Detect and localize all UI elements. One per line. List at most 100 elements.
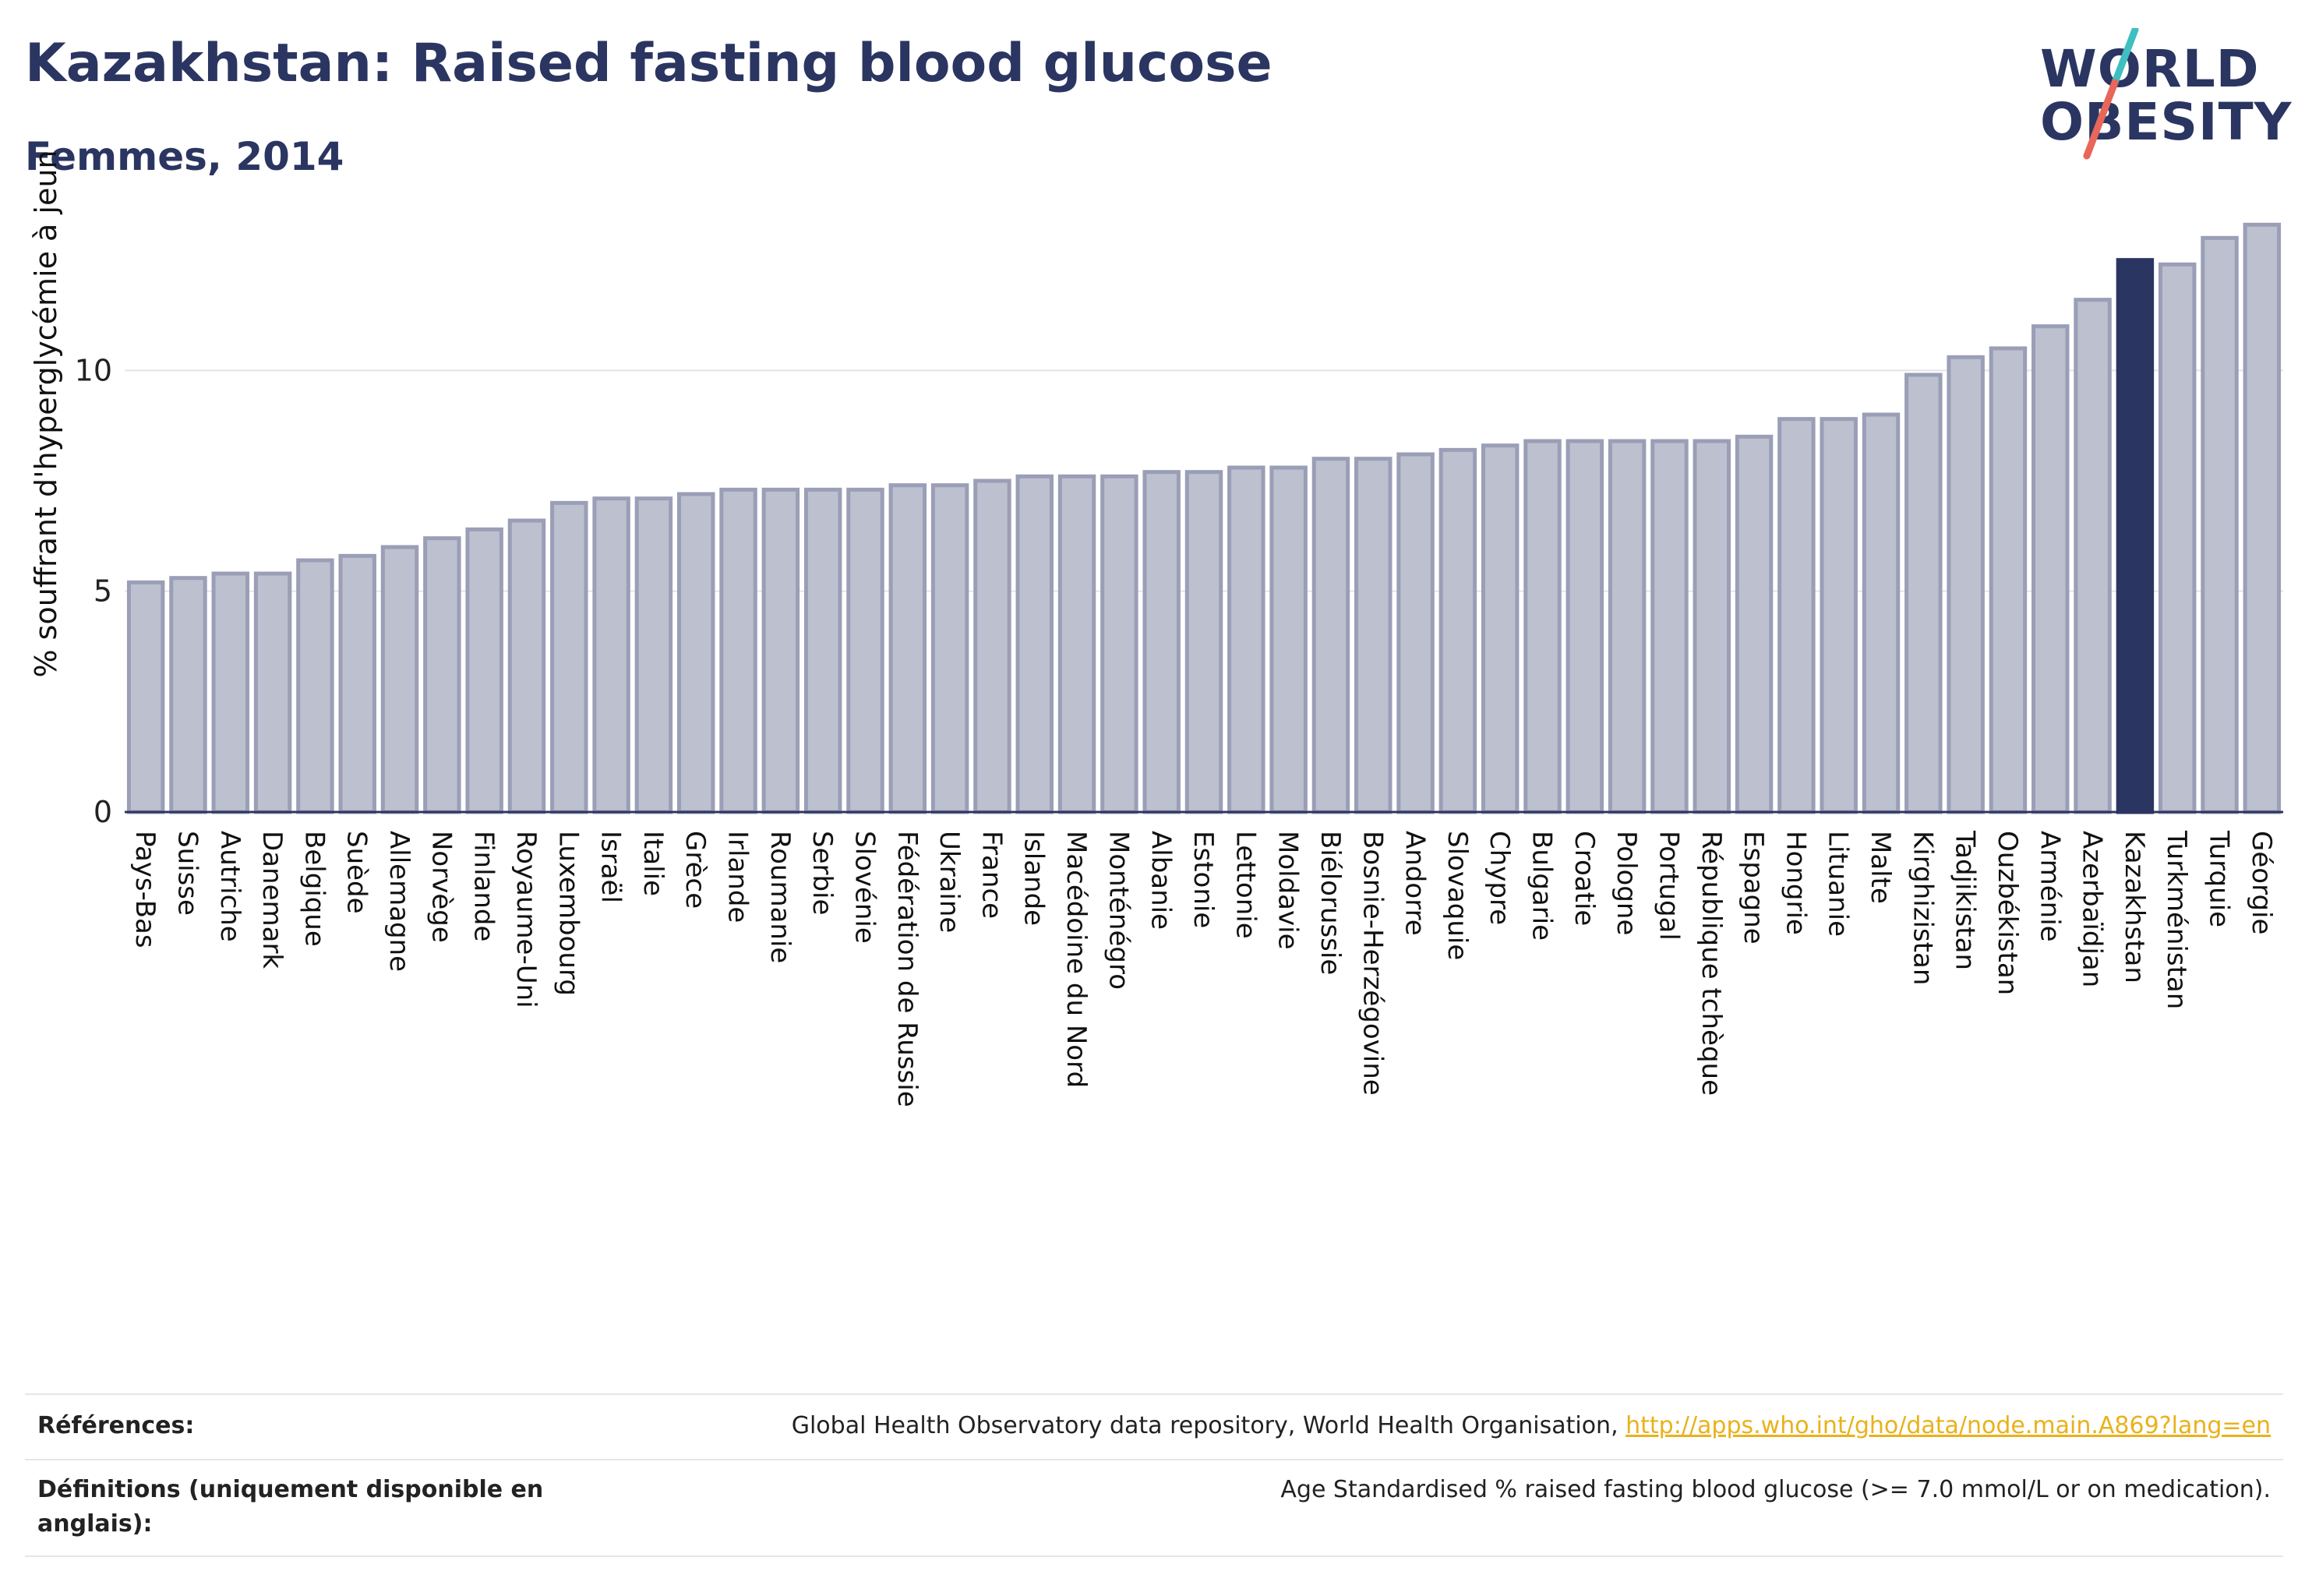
- x-tick-label: Hongrie: [1780, 831, 1811, 935]
- references-text: Global Health Observatory data repositor…: [791, 1412, 1626, 1439]
- bar-kazakhstan: [2116, 258, 2155, 814]
- x-tick-label: Fédération de Russie: [891, 831, 923, 1107]
- definitions-value: Age Standardised % raised fasting blood …: [1280, 1476, 2271, 1503]
- bar-arm-nie: [2031, 324, 2070, 814]
- x-tick-label: Andorre: [1400, 831, 1431, 936]
- bar-isra-l: [592, 496, 630, 814]
- x-tick-label: Macédoine du Nord: [1061, 831, 1092, 1088]
- x-tick-label: Tadjikistan: [1950, 830, 1981, 970]
- x-tick-label: Bosnie-Herzégovine: [1357, 831, 1388, 1096]
- bar-irlande: [719, 487, 757, 814]
- bar-mac-doine-du-nord: [1057, 474, 1096, 814]
- bar-roumanie: [761, 487, 800, 814]
- x-tick-label: Albanie: [1145, 831, 1177, 930]
- bar-gr-ce: [677, 492, 715, 814]
- x-tick-label: Turkménistan: [2161, 830, 2192, 1009]
- bar-kirghizistan: [1904, 373, 1943, 814]
- x-tick-label: Espagne: [1738, 831, 1769, 945]
- bar-g-orgie: [2243, 222, 2282, 814]
- x-tick-label: Portugal: [1653, 831, 1684, 941]
- y-tick-labels: 0 5 10: [75, 353, 112, 829]
- logo-slash-icon: [2083, 28, 2139, 160]
- x-tick-labels: Pays-Bas Suisse Autriche Danemark Belgique Su…: [129, 830, 2277, 1107]
- bar-su-de: [338, 553, 376, 814]
- bar-bosnie-herz-govine: [1354, 457, 1393, 814]
- bar-islande: [1015, 474, 1054, 814]
- x-tick-label: Kirghizistan: [1907, 831, 1938, 985]
- x-tick-label: Serbie: [807, 831, 838, 915]
- bar-ukraine: [930, 483, 969, 814]
- bar-r-publique-tch-que: [1693, 439, 1731, 814]
- x-tick-label: Chypre: [1484, 831, 1515, 925]
- bar-lituanie: [1820, 417, 1858, 814]
- bar-malte: [1862, 412, 1901, 814]
- bar-royaume-uni: [507, 518, 546, 814]
- x-tick-label: Irlande: [722, 831, 754, 923]
- bar-ouzb-kistan: [1989, 346, 2028, 814]
- x-tick-label: Luxembourg: [552, 831, 584, 996]
- bar-f-d-ration-de-russie: [888, 483, 927, 814]
- bar-finlande: [465, 527, 503, 814]
- y-axis-title: % souffrant d'hyperglycémie à jeun: [29, 150, 63, 677]
- bar-france: [973, 478, 1011, 814]
- bar-albanie: [1142, 470, 1181, 814]
- x-tick-label: Kazakhstan: [2119, 831, 2150, 983]
- bar-bulgarie: [1523, 439, 1562, 814]
- x-tick-label: Estonie: [1188, 831, 1219, 928]
- x-tick-label: Biélorussie: [1315, 831, 1346, 975]
- x-tick-label: Slovénie: [849, 831, 880, 944]
- x-tick-label: Slovaquie: [1442, 831, 1473, 960]
- y-tick-label: 0: [94, 795, 112, 829]
- bar-portugal: [1650, 439, 1689, 814]
- x-tick-label: Islande: [1018, 831, 1050, 926]
- bar-andorre: [1396, 452, 1435, 814]
- x-tick-label: Suisse: [171, 831, 203, 916]
- bar-turkm-nistan: [2158, 262, 2197, 814]
- x-tick-label: Monténégro: [1103, 831, 1134, 990]
- x-tick-label: Ukraine: [934, 831, 965, 933]
- references-value: Global Health Observatory data repositor…: [792, 1409, 2271, 1443]
- chart-title: Kazakhstan: Raised fasting blood glucose: [25, 33, 1273, 94]
- x-tick-label: Pologne: [1611, 831, 1642, 935]
- x-tick-label: Suède: [341, 831, 372, 914]
- bar-belgique: [296, 558, 334, 814]
- bar-pologne: [1608, 439, 1647, 814]
- x-tick-label: Pays-Bas: [129, 831, 161, 948]
- x-tick-label: Lituanie: [1823, 831, 1854, 937]
- footer-references-row: Références: Global Health Observatory da…: [25, 1393, 2283, 1459]
- bar-estonie: [1184, 470, 1223, 814]
- logo-text-world: WORLD: [2040, 39, 2260, 99]
- x-tick-label: Lettonie: [1230, 831, 1261, 939]
- bar-danemark: [253, 571, 292, 814]
- bar-slov-nie: [846, 487, 884, 814]
- x-tick-label: France: [976, 831, 1007, 919]
- x-tick-label: Finlande: [468, 831, 499, 941]
- bar-croatie: [1565, 439, 1604, 814]
- bar-azerba-djan: [2074, 298, 2112, 814]
- references-label: Références:: [37, 1412, 195, 1439]
- bar-norv-ge: [423, 536, 461, 814]
- bar-bi-lorussie: [1311, 457, 1350, 814]
- bar-autriche: [211, 571, 250, 814]
- x-tick-label: Croatie: [1569, 831, 1600, 926]
- x-tick-label: Norvège: [425, 831, 457, 943]
- x-tick-label: Grèce: [679, 831, 711, 909]
- x-tick-label: Roumanie: [764, 831, 796, 963]
- bar-hongrie: [1777, 417, 1816, 814]
- bar-luxembourg: [550, 500, 588, 814]
- bar-pays-bas: [126, 580, 165, 814]
- x-tick-label: Arménie: [2034, 831, 2065, 942]
- footer-definitions-row: Définitions (uniquement disponible en an…: [25, 1459, 2283, 1557]
- bar-italie: [634, 496, 673, 814]
- definitions-label: Définitions (uniquement disponible en an…: [37, 1476, 544, 1538]
- bar-chart: 0 5 10 Pays-Bas Suisse Autriche Danemark Belgi…: [29, 150, 2283, 1107]
- x-tick-label: Israël: [595, 831, 627, 903]
- x-tick-label: Italie: [637, 831, 669, 896]
- y-tick-label: 5: [94, 574, 112, 609]
- bar-suisse: [169, 576, 207, 814]
- world-obesity-logo: WORLD OBESITY: [2040, 28, 2291, 168]
- x-tick-label: République tchèque: [1696, 831, 1727, 1096]
- references-link[interactable]: http://apps.who.int/gho/data/node.main.A…: [1626, 1412, 2271, 1439]
- x-tick-label: Ouzbékistan: [1992, 831, 2023, 995]
- x-tick-label: Danemark: [256, 831, 288, 969]
